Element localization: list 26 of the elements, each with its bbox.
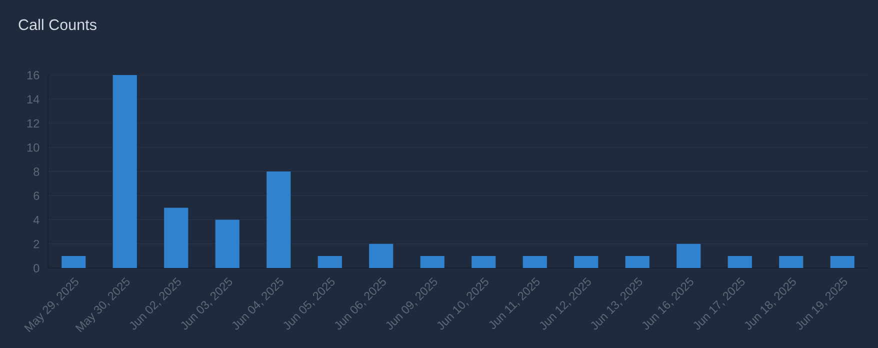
- bar: [779, 256, 804, 268]
- y-tick-label: 6: [34, 192, 40, 200]
- y-tick-label: 0: [34, 264, 40, 272]
- bar: [215, 220, 240, 268]
- bar: [266, 172, 291, 268]
- y-tick-label: 14: [27, 95, 40, 104]
- bar: [318, 256, 342, 268]
- bar: [62, 256, 86, 268]
- bar: [420, 256, 444, 268]
- chart-title: Call Counts: [18, 18, 96, 30]
- y-tick-label: 8: [34, 168, 40, 176]
- y-tick-label: 4: [33, 216, 40, 224]
- bar: [164, 208, 188, 268]
- bar: [522, 256, 547, 268]
- bar: [472, 256, 496, 268]
- bar: [369, 244, 394, 268]
- y-tick-label: 12: [27, 119, 40, 128]
- bar: [728, 256, 752, 268]
- y-tick-label: 10: [27, 143, 40, 152]
- bar: [625, 256, 650, 268]
- bar: [574, 256, 598, 268]
- y-tick-label: 16: [27, 71, 40, 80]
- bar: [676, 244, 701, 268]
- y-tick-label: 2: [34, 240, 40, 248]
- bar: [830, 256, 854, 268]
- bar: [112, 75, 137, 268]
